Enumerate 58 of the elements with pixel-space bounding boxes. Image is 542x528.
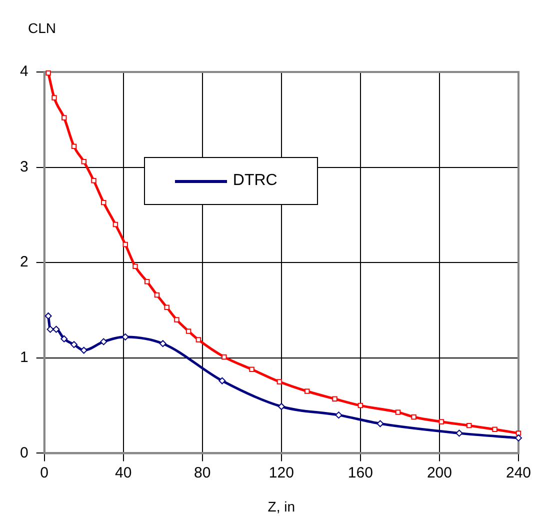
point (249, 366, 254, 372)
point (122, 333, 129, 340)
point (174, 317, 180, 322)
point (61, 115, 67, 120)
point (186, 328, 192, 334)
point (46, 326, 54, 333)
point (514, 434, 522, 442)
point (44, 312, 52, 320)
x-tick-label: 120 (268, 464, 294, 482)
point (332, 396, 338, 402)
point (164, 304, 170, 310)
y-tick-label: 3 (20, 158, 28, 176)
point (132, 264, 138, 270)
y-tick-label: 4 (20, 63, 28, 80)
point (154, 292, 160, 298)
point (52, 326, 60, 333)
point (60, 335, 68, 342)
x-tick-label: 160 (348, 464, 373, 482)
point (395, 410, 401, 415)
x-axis-title: Z, in (268, 498, 296, 514)
point (304, 388, 310, 394)
point (71, 144, 77, 149)
point (438, 419, 444, 424)
point (144, 279, 150, 284)
y-axis-title: CLN (28, 20, 56, 36)
point (456, 430, 463, 437)
point (466, 422, 472, 428)
x-tick-label: 200 (426, 464, 452, 482)
legend-label: DTRC (232, 172, 278, 190)
x-tick-label: 40 (115, 464, 132, 482)
point (516, 430, 522, 436)
point (81, 158, 86, 164)
point (91, 178, 96, 184)
point (80, 346, 88, 354)
point (358, 402, 364, 408)
y-tick-label: 0 (20, 444, 28, 462)
point (112, 222, 118, 228)
point (100, 200, 106, 206)
point (159, 340, 166, 348)
x-tick-label: 80 (194, 464, 211, 482)
y-tick-label: 1 (20, 349, 28, 366)
point (218, 377, 226, 384)
point (276, 379, 282, 384)
x-tick-label: 240 (506, 464, 531, 482)
point (376, 420, 384, 428)
point (46, 70, 51, 76)
point (492, 426, 498, 432)
point (196, 337, 202, 342)
point (411, 414, 416, 420)
point (70, 341, 78, 348)
point (222, 354, 227, 360)
point (100, 338, 108, 346)
point (122, 242, 128, 248)
point (52, 95, 57, 100)
point (335, 412, 342, 419)
x-tick-label: 0 (40, 464, 49, 482)
y-tick-label: 2 (20, 254, 28, 271)
point (278, 403, 285, 410)
